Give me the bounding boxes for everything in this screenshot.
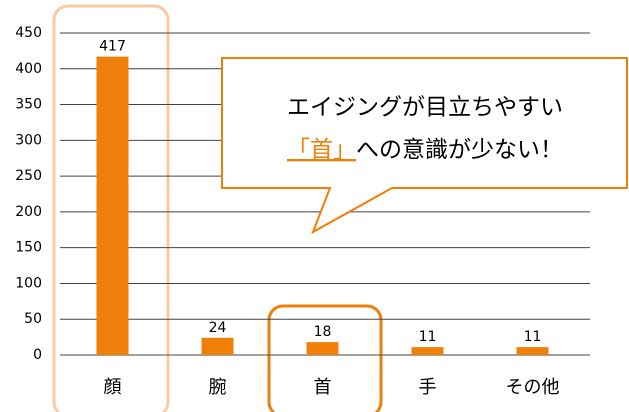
bar bbox=[411, 347, 444, 355]
value-label: 417 bbox=[99, 39, 126, 55]
y-tick-label: 450 bbox=[15, 25, 42, 41]
x-tick-label: 手 bbox=[419, 377, 437, 398]
callout bbox=[221, 57, 628, 235]
y-tick-label: 350 bbox=[15, 97, 42, 113]
y-tick-label: 150 bbox=[15, 240, 42, 256]
y-tick-label: 400 bbox=[15, 61, 42, 77]
x-tick-label: 首 bbox=[314, 377, 332, 398]
value-label: 11 bbox=[419, 329, 437, 345]
annotation-text: への意識が少ない！ bbox=[356, 137, 563, 163]
value-label: 24 bbox=[209, 320, 227, 336]
y-tick-label: 250 bbox=[15, 168, 42, 184]
y-tick-label: 300 bbox=[15, 132, 42, 148]
y-tick-label: 50 bbox=[24, 311, 42, 327]
y-tick-label: 200 bbox=[15, 204, 42, 220]
highlight-box bbox=[267, 304, 383, 412]
annotation-line: 「首」への意識が少ない！ bbox=[287, 137, 563, 163]
bar bbox=[96, 56, 129, 355]
annotation-highlight: 「首」 bbox=[287, 137, 356, 163]
x-tick-label: その他 bbox=[506, 377, 560, 398]
bar bbox=[201, 337, 234, 355]
value-label: 18 bbox=[314, 324, 332, 340]
x-tick-label: 顔 bbox=[104, 377, 122, 398]
bar bbox=[516, 347, 549, 355]
bar bbox=[306, 342, 339, 355]
x-tick-label: 腕 bbox=[209, 377, 227, 398]
y-tick-label: 0 bbox=[33, 347, 42, 363]
highlight-box bbox=[52, 4, 170, 412]
y-tick-label: 100 bbox=[15, 275, 42, 291]
value-label: 11 bbox=[524, 329, 542, 345]
annotation-line: エイジングが目立ちやすい bbox=[287, 95, 563, 121]
